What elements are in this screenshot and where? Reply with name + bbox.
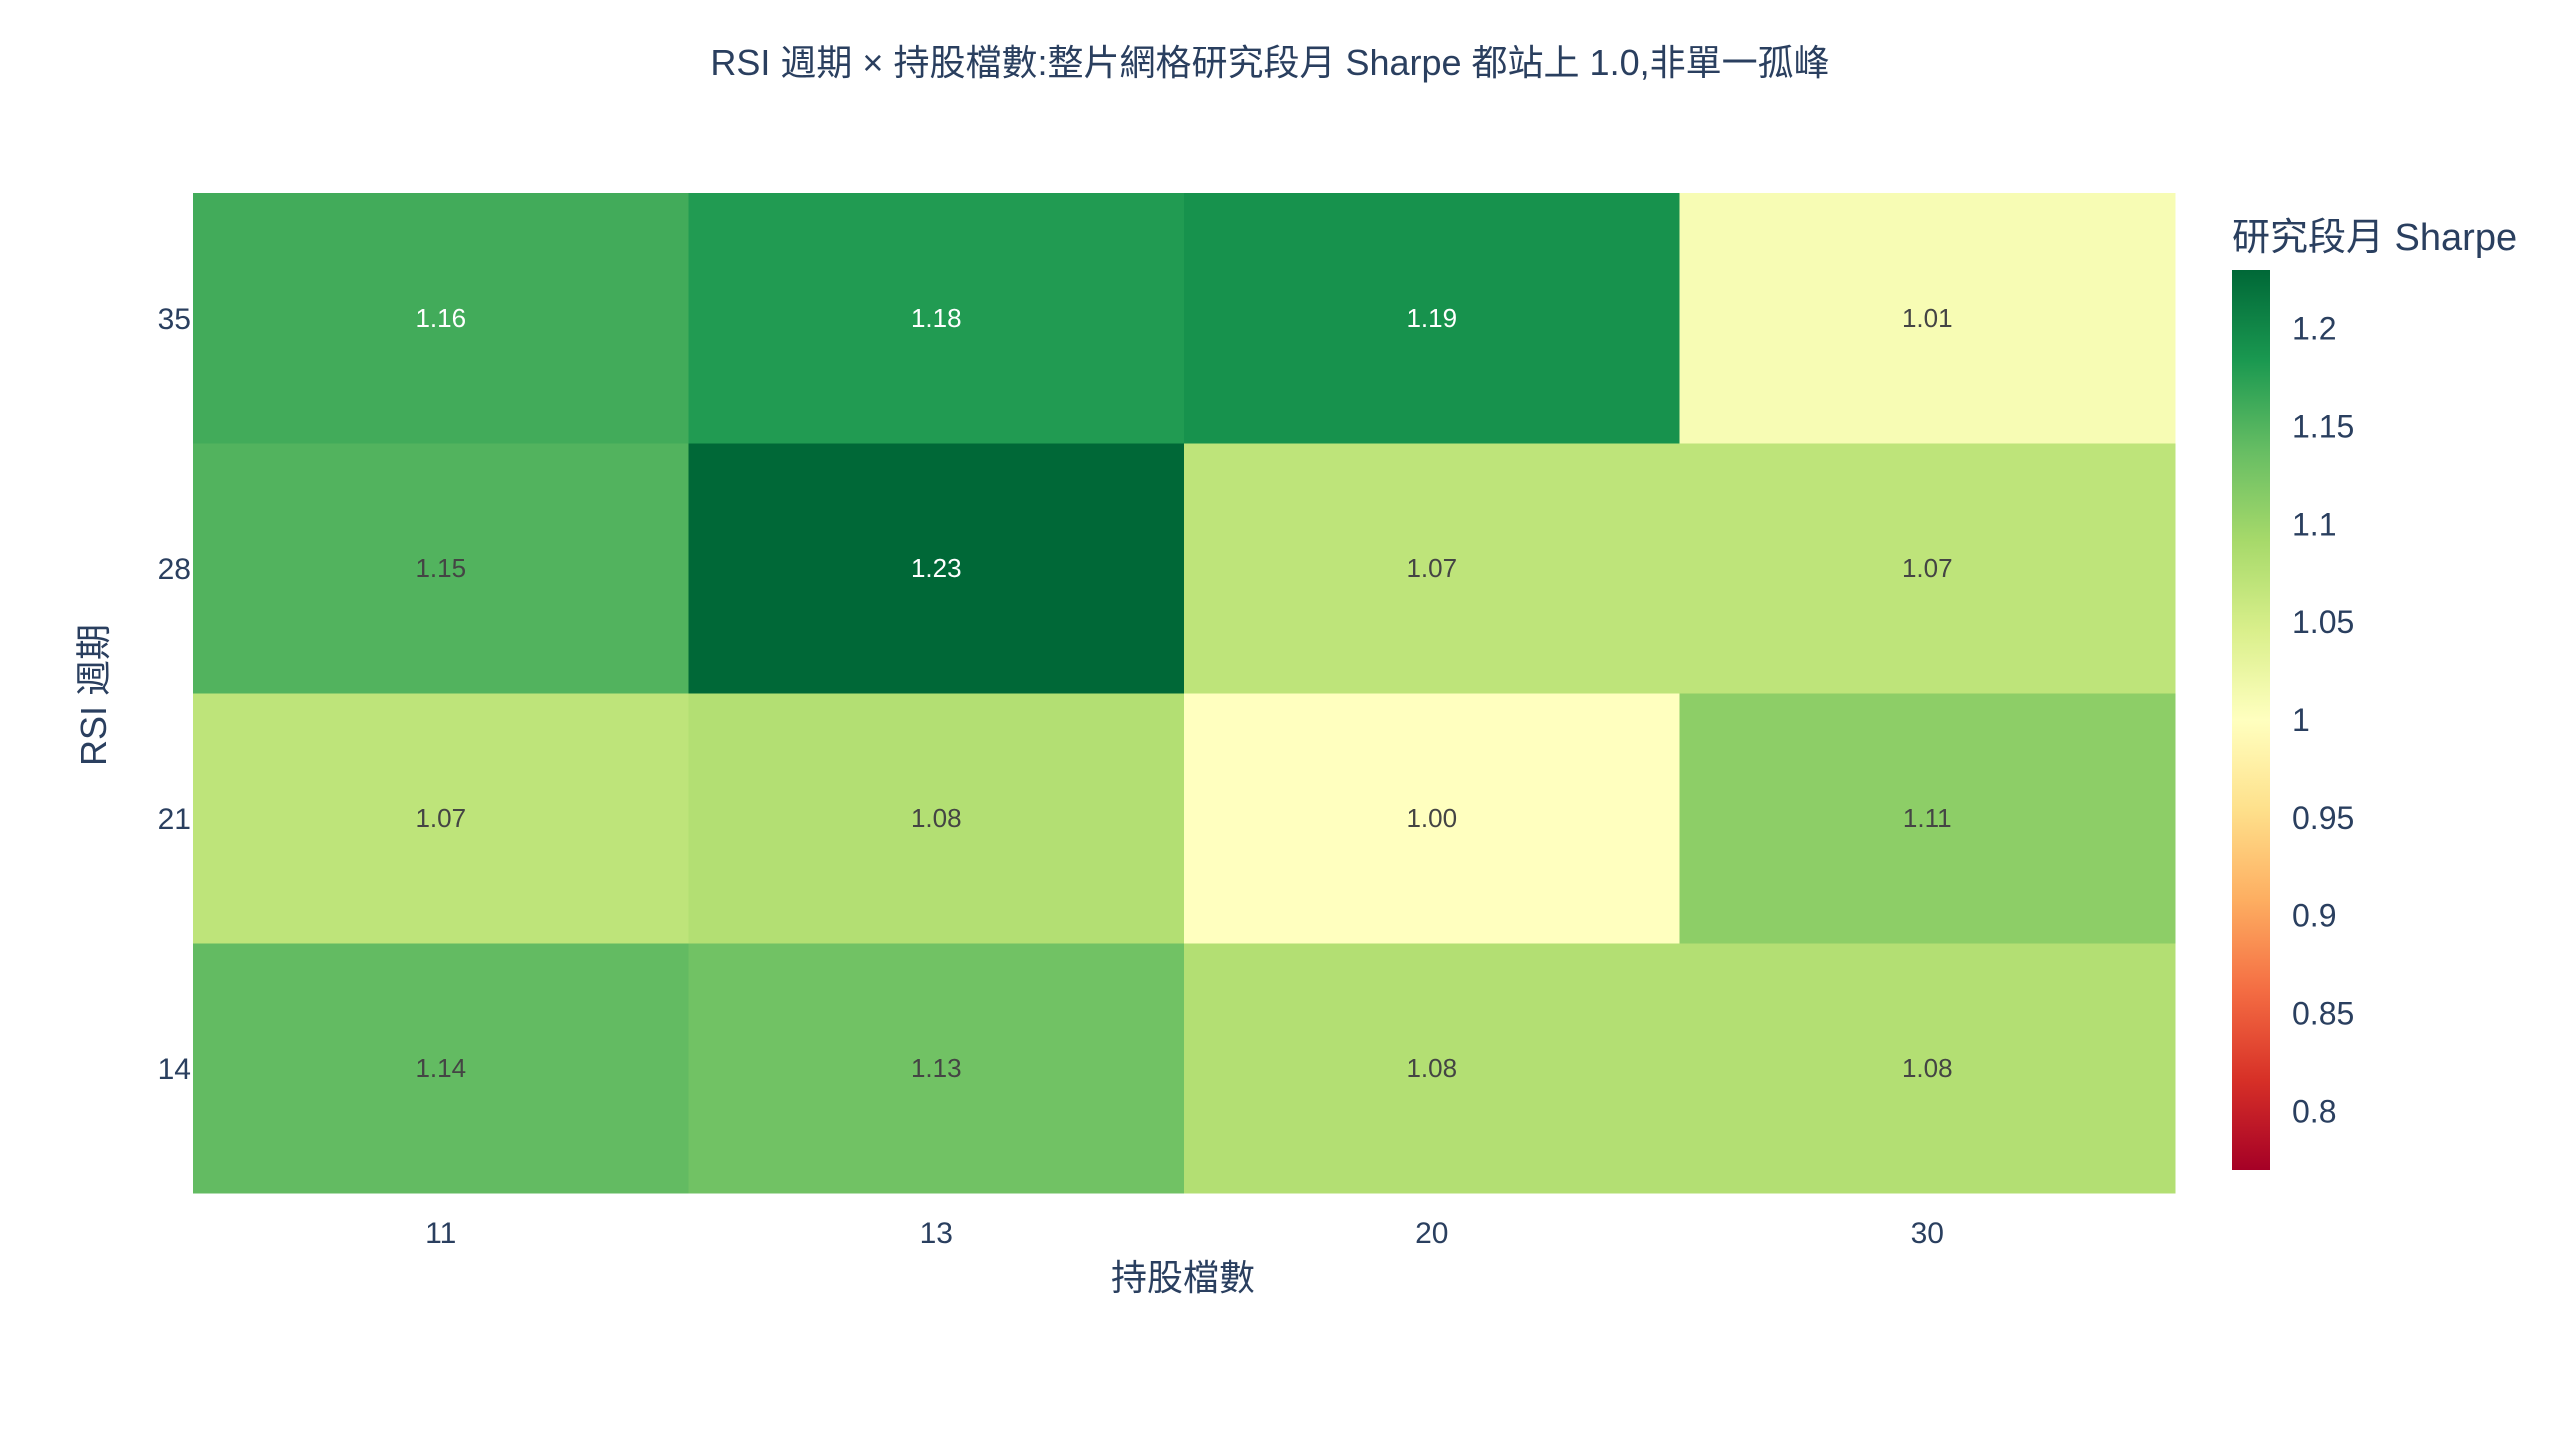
heatmap-cell bbox=[1679, 443, 2176, 694]
heatmap-cell bbox=[1184, 193, 1680, 444]
heatmap-cell bbox=[193, 193, 689, 444]
heatmap-cell bbox=[1184, 443, 1680, 694]
heatmap-cell bbox=[1679, 193, 2176, 444]
colorbar-tick-label: 0.9 bbox=[2292, 898, 2336, 934]
heatmap-cell-label: 1.07 bbox=[1902, 553, 1953, 583]
colorbar-tick-label: 0.95 bbox=[2292, 800, 2354, 836]
colorbar-tick-label: 1.1 bbox=[2292, 506, 2336, 542]
y-tick-label: 21 bbox=[158, 803, 191, 836]
y-axis-ticks: 14 21 28 35 bbox=[158, 303, 191, 1086]
y-axis-title: RSI 週期 bbox=[73, 624, 114, 766]
colorbar bbox=[2232, 270, 2270, 1170]
heatmap-cell-label: 1.16 bbox=[415, 303, 466, 333]
heatmap-cell-labels: 1.14 1.13 1.08 1.08 1.07 1.08 1.00 1.11 1.15 1.23… bbox=[415, 303, 1952, 1083]
x-tick-label: 20 bbox=[1415, 1217, 1448, 1250]
heatmap-cell-label: 1.07 bbox=[1406, 553, 1457, 583]
y-tick-label: 35 bbox=[158, 303, 191, 336]
x-tick-label: 30 bbox=[1911, 1217, 1944, 1250]
heatmap-cell-label: 1.08 bbox=[911, 803, 962, 833]
heatmap-cell bbox=[688, 443, 1185, 694]
chart-title: RSI 週期 × 持股檔數:整片網格研究段月 Sharpe 都站上 1.0,非單… bbox=[710, 42, 1829, 83]
heatmap-cell bbox=[193, 693, 689, 944]
heatmap-cell-label: 1.08 bbox=[1902, 1053, 1953, 1083]
heatmap-cell bbox=[1184, 693, 1680, 944]
colorbar-tick-label: 1.05 bbox=[2292, 604, 2354, 640]
heatmap-cell-label: 1.08 bbox=[1406, 1053, 1457, 1083]
x-tick-label: 13 bbox=[920, 1217, 953, 1250]
heatmap-cell bbox=[193, 943, 689, 1194]
heatmap-cell-label: 1.19 bbox=[1406, 303, 1457, 333]
colorbar-tick-label: 1.2 bbox=[2292, 311, 2336, 347]
x-axis-ticks: 11 13 20 30 bbox=[425, 1217, 1944, 1250]
colorbar-tick-label: 1.15 bbox=[2292, 409, 2354, 445]
heatmap-cell-label: 1.01 bbox=[1902, 303, 1953, 333]
colorbar-tick-label: 0.8 bbox=[2292, 1093, 2336, 1129]
heatmap-cell-label: 1.14 bbox=[415, 1053, 466, 1083]
heatmap-cell bbox=[1679, 943, 2176, 1194]
x-axis-title: 持股檔數 bbox=[1111, 1257, 1255, 1298]
y-tick-label: 14 bbox=[158, 1053, 191, 1086]
y-tick-label: 28 bbox=[158, 553, 191, 586]
colorbar-ticks: 0.8 0.85 0.9 0.95 1 1.05 1.1 1.15 1.2 bbox=[2292, 311, 2354, 1130]
x-tick-label: 11 bbox=[425, 1217, 456, 1250]
colorbar-title: 研究段月 Sharpe bbox=[2232, 217, 2517, 259]
heatmap-cell bbox=[688, 943, 1185, 1194]
colorbar-tick-label: 1 bbox=[2292, 702, 2310, 738]
heatmap-cell-label: 1.23 bbox=[911, 553, 962, 583]
colorbar-tick-label: 0.85 bbox=[2292, 995, 2354, 1031]
heatmap-cell bbox=[688, 193, 1185, 444]
heatmap-cell bbox=[1679, 693, 2176, 944]
heatmap-cells bbox=[193, 193, 2176, 1194]
heatmap-cell-label: 1.00 bbox=[1406, 803, 1457, 833]
heatmap-cell-label: 1.11 bbox=[1903, 803, 1952, 833]
heatmap-cell-label: 1.15 bbox=[415, 553, 466, 583]
heatmap-cell bbox=[688, 693, 1185, 944]
heatmap-cell bbox=[1184, 943, 1680, 1194]
heatmap-cell-label: 1.13 bbox=[911, 1053, 962, 1083]
heatmap-cell-label: 1.18 bbox=[911, 303, 962, 333]
heatmap-cell-label: 1.07 bbox=[415, 803, 466, 833]
heatmap-cell bbox=[193, 443, 689, 694]
